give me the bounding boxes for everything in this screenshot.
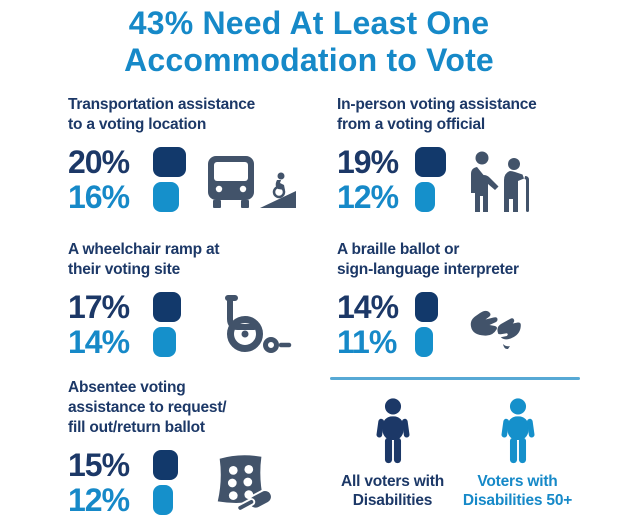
stat-row-all-voters: 15% [68,447,318,483]
legend: All voters with Disabilities Voters with… [330,377,580,510]
stat-row-voters-50plus: 11% [337,324,587,360]
stat-row-all-voters: 17% [68,289,318,325]
section-wheelchair-title: A wheelchair ramp at their voting site [68,241,220,278]
stat-row-voters-50plus: 14% [68,324,318,360]
legend-label-all-voters: All voters with Disabilities [341,473,444,509]
legend-divider [330,377,580,380]
bar-all-voters [153,147,186,177]
section-absentee-title: Absentee voting assistance to request/ f… [68,379,227,436]
section-wheelchair-ramp: A wheelchair ramp at their voting site 1… [68,240,318,360]
bar-all-voters [153,292,182,322]
stat-value-all-voters: 14% [337,289,399,325]
bar-voters-50plus [415,327,434,357]
stat-row-voters-50plus: 16% [68,179,318,215]
ballot-hand-icon [210,450,274,514]
stat-value-voters-50plus: 16% [68,179,130,215]
stat-row-voters-50plus: 12% [337,179,587,215]
section-transportation-title: Transportation assistance to a voting lo… [68,96,256,133]
person-dark-icon [375,397,410,465]
section-absentee-voting: Absentee voting assistance to request/ f… [68,378,318,515]
bar-voters-50plus [153,327,177,357]
stat-value-voters-50plus: 12% [68,482,130,515]
stat-row-all-voters: 19% [337,144,587,180]
page-title: 43% Need At Least One Accommodation to V… [124,5,494,78]
stat-row-all-voters: 20% [68,144,318,180]
bar-all-voters [415,147,447,177]
section-transportation-stats: 20% 16% [68,144,318,215]
stat-row-all-voters: 14% [337,289,587,325]
elder-assist-icon [469,151,545,213]
section-braille-signlanguage: A braille ballot or sign-language interp… [337,240,587,360]
stat-value-all-voters: 19% [337,144,399,180]
bar-voters-50plus [153,485,173,515]
section-inperson-assistance: In-person voting assistance from a votin… [337,95,587,215]
bar-all-voters [415,292,439,322]
stat-value-voters-50plus: 12% [337,179,399,215]
bar-voters-50plus [153,182,180,212]
stat-value-all-voters: 15% [68,447,130,483]
sign-language-icon [467,306,521,350]
section-transportation: Transportation assistance to a voting lo… [68,95,318,215]
stat-value-all-voters: 20% [68,144,130,180]
bar-all-voters [153,450,178,480]
bar-voters-50plus [415,182,435,212]
section-braille-title: A braille ballot or sign-language interp… [337,241,519,278]
stat-value-voters-50plus: 11% [337,324,397,360]
section-wheelchair-stats: 17% 14% [68,289,318,360]
section-absentee-stats: 15% 12% [68,447,318,515]
bus-ramp-icon [208,151,296,211]
legend-label-voters-50plus: Voters with Disabilities 50+ [462,473,573,509]
wheelchair-icon [216,294,292,354]
stat-row-voters-50plus: 12% [68,482,318,515]
stat-value-all-voters: 17% [68,289,130,325]
stat-value-voters-50plus: 14% [68,324,130,360]
legend-item-all-voters: All voters with Disabilities [334,397,452,510]
section-braille-stats: 14% 11% [337,289,587,360]
legend-item-voters-50plus: Voters with Disabilities 50+ [459,397,577,510]
person-light-icon [500,397,535,465]
section-inperson-title: In-person voting assistance from a votin… [337,96,537,133]
section-inperson-stats: 19% 12% [337,144,587,215]
